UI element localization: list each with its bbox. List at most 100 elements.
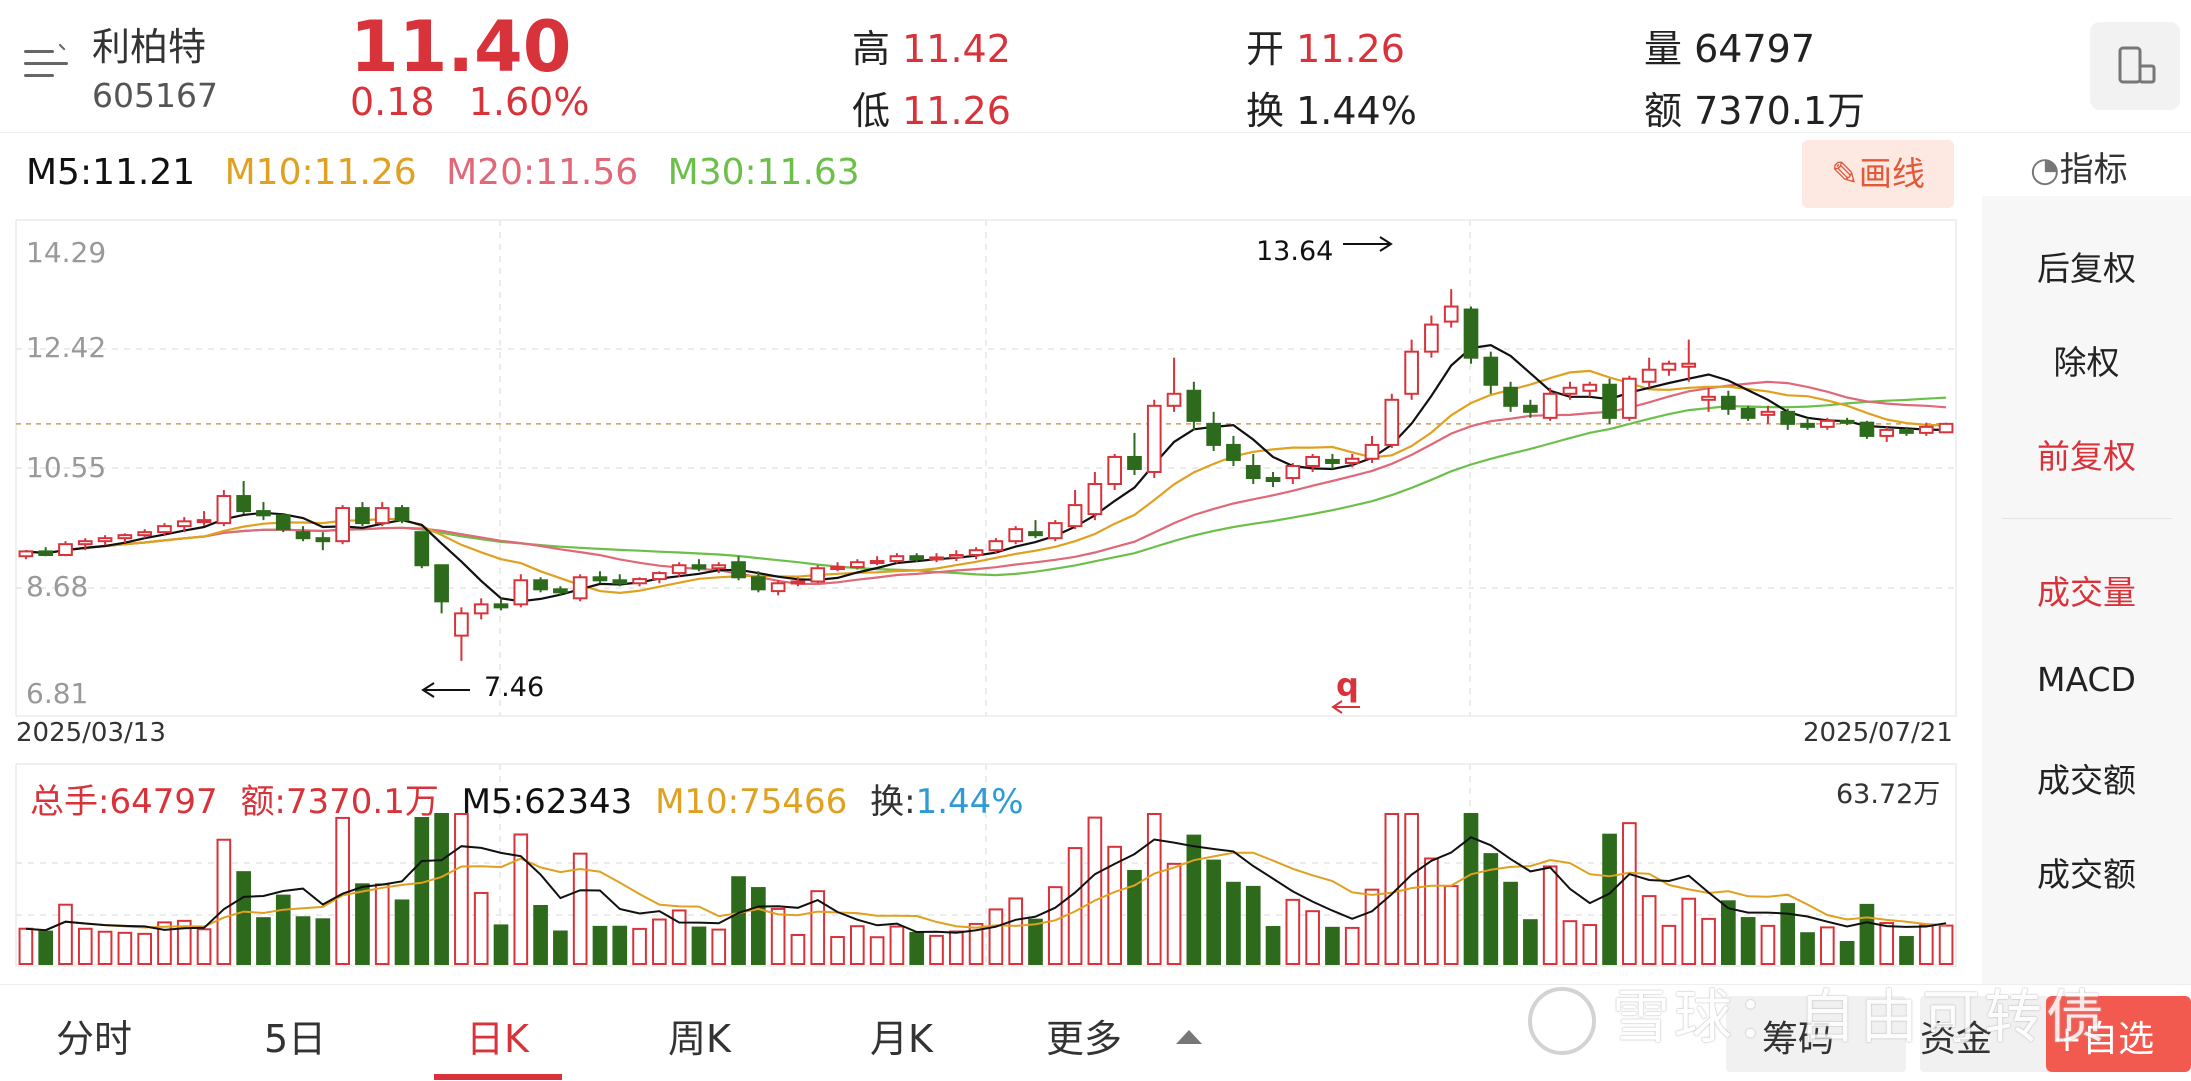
candle-body [256,510,271,517]
candle [1938,422,1954,434]
candle-body [236,495,251,513]
candle-body [849,561,865,569]
volume-bar [553,930,568,965]
candle-body [770,582,786,593]
candle [1463,306,1479,364]
volume-bar [572,852,588,965]
candle-body [1721,395,1736,410]
ma30-label: M30:11.63 [667,152,860,193]
extreme-arrows [421,236,1393,714]
volume-bar [869,936,885,966]
volume-bar [652,918,667,966]
open-value: 11.26 [1296,27,1405,71]
candle-body [1879,428,1895,437]
ma20-label: M20:11.56 [446,152,639,193]
candle-body [394,507,410,522]
candle [1622,375,1637,421]
funds-label: 资金 [1920,1019,1993,1060]
volume-bar [533,904,548,965]
candle [810,565,826,584]
candle [1918,422,1934,436]
date-end: 2025/07/21 [1803,718,1953,748]
volume-bar [275,894,291,966]
candle-body [1542,392,1558,419]
candle [236,481,251,515]
candle-body [790,580,806,585]
candle [1166,357,1182,412]
tab-5day[interactable]: 5日 [264,1017,327,1061]
side-item-volume[interactable]: 成交量 [2037,573,2136,612]
volume-bar [1879,922,1895,965]
candle [256,502,271,521]
volume-bar [97,930,113,966]
add-watchlist-label: +自选 [2052,1019,2155,1060]
candle [1206,411,1221,451]
candle-body [38,550,54,557]
price-tick-3: 10.55 [26,451,107,484]
volume-bar [909,931,925,965]
tab-daily-k[interactable]: 日K [466,1017,529,1061]
candle [1859,420,1875,439]
candle [315,532,331,551]
candle-body [1780,410,1796,425]
candle-body [731,561,746,579]
candle [176,517,192,533]
volume-bar [137,932,153,966]
tab-more[interactable]: 更多 [1046,1017,1123,1061]
volume-bar [216,838,232,966]
tab-weekly-k[interactable]: 周K [668,1017,731,1061]
funds-button[interactable]: 资金 [1920,996,2050,1072]
candle [335,505,350,545]
volume-bar [295,916,311,966]
candle [295,526,311,542]
tab-intraday[interactable]: 分时 [56,1017,133,1061]
kline-chart[interactable] [0,0,1982,984]
volume-bar [751,887,766,965]
candle [1087,471,1103,521]
candle [1344,453,1360,468]
candle-body [1582,383,1598,392]
volume-bar [691,926,707,966]
candle [632,577,647,587]
candle [1245,453,1261,485]
candle-body [414,531,430,567]
chevron-up-icon[interactable] [1176,1030,1202,1044]
candle [275,514,291,533]
volume-bar [1503,881,1518,965]
indicator-button[interactable]: ◔指标 [2030,142,2128,191]
side-item-macd[interactable]: MACD [2037,660,2136,699]
menu-icon[interactable] [24,43,68,84]
candle [1503,381,1518,412]
candle [493,598,509,611]
candle [1899,426,1914,436]
candle [216,490,232,527]
candle-body [1305,455,1320,467]
candle [1008,526,1024,545]
candle [790,577,806,587]
volume-bar [513,833,529,966]
side-item-pre-adjust[interactable]: 前复权 [2037,437,2136,476]
candle-body [1562,386,1578,395]
candle [1424,315,1439,358]
amount-value: 7370.1万 [1694,89,1866,133]
candle [849,559,865,570]
candle-body [830,566,845,571]
candle-body [1463,308,1479,359]
candle-body [968,549,984,557]
candle-body [1819,419,1835,428]
candle [988,538,1004,554]
side-item-ex-right[interactable]: 除权 [2053,343,2120,382]
chips-button[interactable]: 筹码 [1726,996,1906,1072]
candle-body [1701,395,1716,401]
side-item-main-force[interactable]: 成交额 [2037,855,2136,894]
volume-max: 63.72万 [1836,779,1941,810]
draw-line-button[interactable]: ✎画线 [1802,140,1954,208]
tab-monthly-k[interactable]: 月K [870,1017,933,1061]
volume-bar [711,928,727,965]
side-item-turnover-amount[interactable]: 成交额 [2037,761,2136,800]
add-watchlist-button[interactable]: +自选 [2046,996,2191,1072]
volume-m10: M10:75466 [655,782,848,822]
candle-body [810,567,826,583]
landscape-toggle-button[interactable] [2090,22,2180,110]
side-item-post-adjust[interactable]: 后复权 [2037,249,2136,288]
